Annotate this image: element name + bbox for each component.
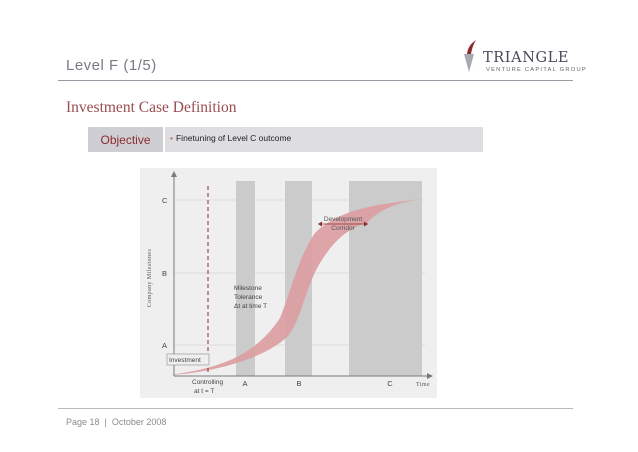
slide-title: Level F (1/5) [66, 57, 157, 74]
bullet-icon: • [170, 133, 173, 143]
objective-value: • Finetuning of Level C outcome [170, 133, 291, 143]
development-corridor [170, 199, 423, 375]
controlling-label-line2: at t = T [194, 388, 214, 395]
x-tick-label: B [296, 379, 301, 388]
y-axis-label: Company Milestones [147, 249, 153, 308]
x-axis-label: Time [416, 382, 430, 388]
page-number: Page 18 [66, 417, 100, 427]
corridor-label-line1: Development [324, 216, 362, 223]
y-axis-arrow-icon [171, 171, 177, 177]
objective-label: Objective [100, 133, 151, 147]
time-band-a [236, 181, 255, 376]
objective-value-box [165, 127, 483, 152]
logo-name: TRIANGLE [483, 50, 570, 66]
tolerance-label-line1: Milestone [234, 285, 262, 292]
footer-divider [58, 408, 573, 409]
header-divider [58, 80, 573, 81]
corridor-label-line2: Corridor [331, 225, 355, 232]
triangle-logo-icon [464, 40, 476, 72]
x-tick-label: C [387, 379, 393, 388]
controlling-label-line1: Controlling [192, 379, 223, 386]
section-heading: Investment Case Definition [66, 99, 237, 116]
y-tick-label: C [162, 196, 168, 205]
objective-label-box [88, 127, 163, 152]
logo-subtitle: VENTURE CAPITAL GROUP [486, 67, 587, 73]
investment-label-box [166, 353, 210, 366]
x-axis-arrow-icon [427, 373, 433, 379]
tolerance-label-line3: Δt at time T [234, 303, 267, 310]
objective-value-text: Finetuning of Level C outcome [175, 133, 292, 143]
tolerance-label-line2: Tolerance [234, 294, 263, 301]
x-tick-label: A [242, 379, 247, 388]
footer: Page 18 | October 2008 [66, 417, 166, 427]
development-corridor-diagram: Company Milestones C B A A B C Time Deve… [147, 171, 433, 395]
y-tick-label: B [162, 269, 167, 278]
y-tick-label: A [162, 341, 167, 350]
footer-separator: | [104, 417, 107, 427]
investment-label: Investment [169, 357, 201, 364]
footer-date: October 2008 [111, 417, 167, 427]
